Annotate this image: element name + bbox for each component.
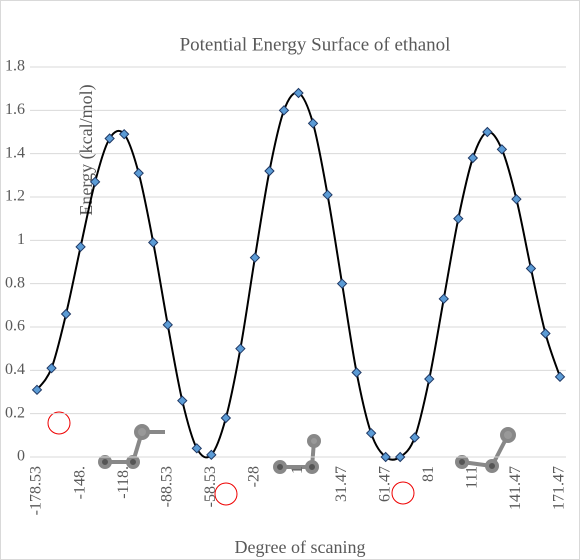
x-tick-label: -118.	[115, 466, 132, 499]
y-tick-label: 0.2	[5, 404, 25, 421]
x-tick-label: 31.47	[333, 466, 350, 502]
chart-title: Potential Energy Surface of ethanol	[180, 34, 451, 55]
x-tick-label: 171.47	[551, 466, 568, 510]
y-tick-label: 0	[17, 448, 25, 465]
y-tick-label: 1	[17, 231, 25, 248]
x-axis-label: Degree of scaning	[235, 537, 366, 557]
y-tick-label: 0.8	[5, 274, 25, 291]
x-tick-label: -88.53	[158, 466, 175, 507]
x-tick-label: 81	[420, 466, 437, 482]
x-tick-label: 141.47	[507, 466, 524, 510]
x-tick-label: 1	[289, 466, 306, 474]
x-tick-label: -58.53	[202, 466, 219, 507]
y-tick-label: 1.2	[5, 188, 25, 205]
y-axis-label: Energy (kcal/mol)	[76, 84, 97, 215]
y-tick-label: 1.8	[5, 58, 25, 75]
x-tick-label: 61.47	[376, 466, 393, 502]
x-tick-label: -178.53	[28, 466, 45, 515]
y-tick-label: 1.6	[5, 101, 25, 118]
chart: Potential Energy Surface of ethanol Degr…	[0, 0, 580, 560]
x-tick-label: 111	[464, 466, 481, 489]
x-tick-label: -148.	[71, 466, 88, 499]
y-tick-label: 1.4	[5, 144, 25, 161]
x-tick-label: -28	[246, 466, 263, 487]
y-tick-label: 0.4	[5, 361, 25, 378]
y-tick-label: 0.6	[5, 318, 25, 335]
